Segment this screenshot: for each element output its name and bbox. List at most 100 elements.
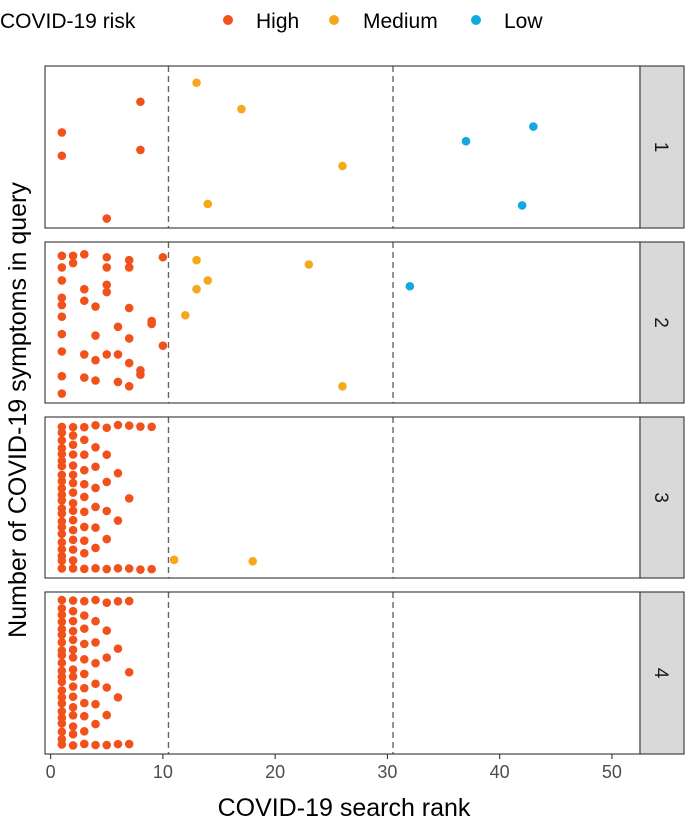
data-point-high (57, 529, 67, 539)
data-point-high (91, 740, 100, 750)
data-point-high (102, 280, 112, 290)
data-point-high (113, 564, 123, 573)
data-point-medium (192, 255, 201, 265)
facet-panel-1: 1 (44, 65, 685, 229)
data-point-high (91, 355, 100, 365)
data-point-high (79, 669, 89, 679)
data-point-high (91, 462, 100, 472)
x-tick-label: 30 (377, 762, 397, 782)
data-point-high (136, 422, 145, 431)
data-point-high (68, 596, 78, 605)
data-point-high (68, 545, 78, 554)
data-point-high (91, 616, 100, 626)
data-point-medium (203, 276, 213, 285)
data-point-high (91, 679, 100, 689)
data-point-high (57, 312, 67, 322)
data-point-high (68, 422, 78, 432)
data-point-high (79, 739, 89, 749)
data-point-high (79, 536, 89, 546)
data-point-high (57, 428, 67, 437)
data-point-high (113, 693, 123, 702)
data-point-high (57, 509, 67, 518)
data-point-high (79, 479, 89, 489)
legend-swatch-medium (329, 15, 339, 25)
data-point-high (57, 347, 67, 356)
data-point-high (79, 435, 89, 445)
legend-label-high: High (256, 10, 299, 33)
legend-label-medium: Medium (363, 10, 438, 33)
data-point-high (124, 303, 134, 313)
data-point-high (91, 443, 100, 452)
data-point-high (68, 450, 78, 459)
data-point-high (102, 263, 112, 272)
data-point-high (57, 545, 67, 554)
x-tick-label: 40 (490, 762, 510, 782)
data-point-high (79, 698, 89, 708)
data-point-high (68, 711, 78, 720)
data-point-high (79, 624, 89, 633)
data-point-high (57, 293, 67, 303)
data-point-high (79, 373, 89, 382)
data-point-high (79, 548, 89, 558)
data-point-high (57, 470, 67, 480)
data-point-high (57, 263, 67, 272)
data-point-high (91, 376, 100, 385)
data-point-high (102, 506, 112, 516)
data-point-high (57, 677, 67, 687)
x-axis: 0 10 20 30 40 50 (46, 754, 622, 782)
x-axis-title: COVID-19 search rank (218, 794, 471, 822)
data-point-high (68, 616, 78, 626)
data-point-high (79, 492, 89, 502)
data-point-high (68, 515, 78, 525)
data-point-high (68, 506, 78, 516)
data-point-high (124, 596, 134, 606)
panel-border (44, 591, 641, 755)
data-point-high (124, 255, 134, 265)
data-point-high (57, 707, 67, 716)
data-point-high (68, 556, 78, 565)
data-point-high (113, 468, 123, 478)
data-point-high (91, 483, 100, 493)
data-point-high (57, 522, 67, 532)
data-point-high (124, 358, 134, 368)
data-point-medium (181, 310, 190, 320)
data-point-high (68, 702, 78, 712)
data-point-high (68, 431, 78, 440)
data-point-high (91, 502, 100, 512)
data-point-high (79, 711, 89, 721)
data-point-high (57, 329, 67, 339)
data-point-high (68, 741, 78, 750)
data-point-high (57, 476, 67, 486)
data-point-low (517, 201, 527, 210)
data-point-high (57, 595, 67, 605)
data-point-high (91, 699, 100, 709)
legend-swatch-low (471, 15, 481, 25)
facet-strip-label-4: 4 (650, 668, 671, 679)
data-point-high (57, 128, 67, 137)
data-point-medium (203, 199, 213, 209)
data-point-high (102, 287, 112, 297)
data-point-high (124, 334, 134, 343)
data-point-high (158, 341, 168, 351)
data-point-high (102, 653, 112, 662)
data-point-high (57, 610, 67, 620)
data-point-high (57, 686, 67, 695)
data-point-high (113, 377, 123, 387)
data-point-high (68, 461, 78, 470)
data-point-high (57, 630, 67, 640)
data-point-high (113, 516, 123, 525)
data-point-high (102, 477, 112, 487)
data-point-high (68, 251, 78, 261)
data-point-high (124, 739, 134, 749)
x-tick-label: 50 (602, 762, 622, 782)
data-point-medium (304, 260, 314, 269)
data-point-high (79, 450, 89, 459)
data-point-high (91, 331, 100, 340)
data-point-high (68, 653, 78, 662)
data-point-low (405, 281, 415, 291)
data-point-high (68, 478, 78, 488)
data-point-high (91, 638, 100, 647)
data-point-high (57, 638, 67, 647)
data-point-high (79, 655, 89, 664)
data-point-medium (237, 104, 246, 114)
